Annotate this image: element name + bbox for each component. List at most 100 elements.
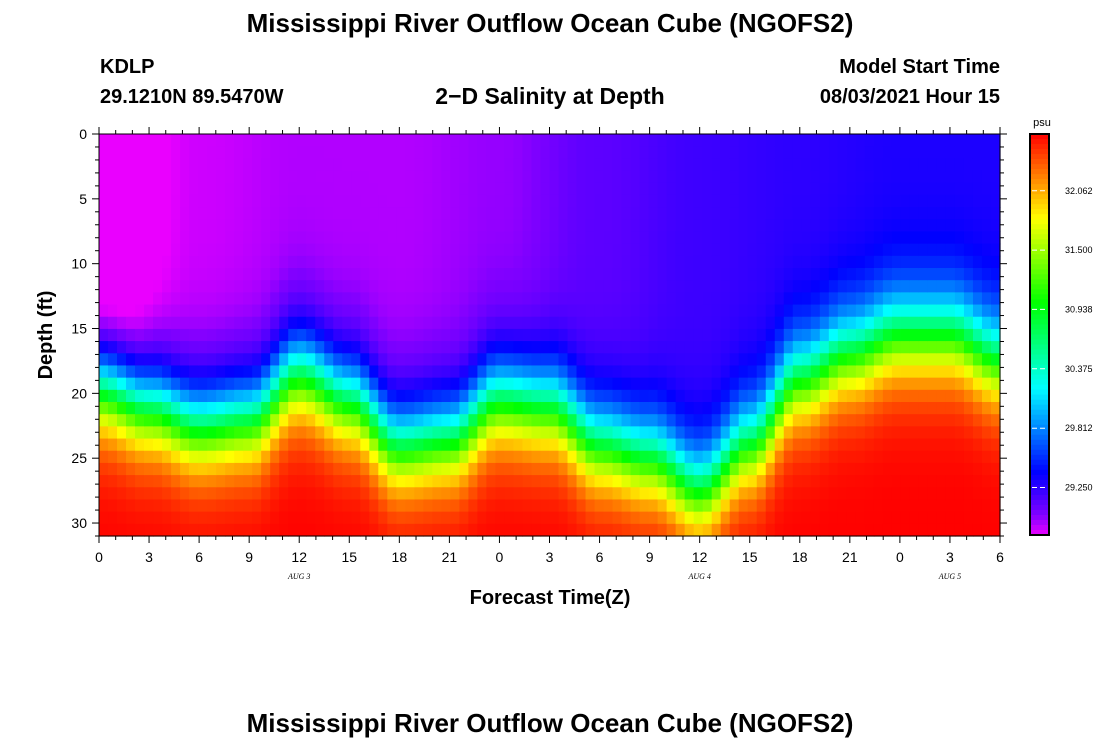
heatmap-cell: [756, 341, 767, 354]
heatmap-cell: [783, 389, 794, 403]
heatmap-cell: [927, 499, 938, 513]
heatmap-cell: [954, 414, 965, 427]
heatmap-cell: [549, 134, 560, 147]
heatmap-cell: [756, 292, 767, 306]
heatmap-cell: [801, 389, 812, 403]
heatmap-cell: [198, 158, 208, 172]
heatmap-cell: [207, 146, 217, 159]
heatmap-cell: [945, 511, 956, 525]
heatmap-cell: [351, 316, 361, 330]
heatmap-cell: [648, 511, 659, 525]
heatmap-cell: [837, 207, 848, 220]
heatmap-cell: [522, 328, 533, 342]
heatmap-cell: [513, 475, 524, 488]
colorbar-swatch: [1030, 514, 1049, 521]
heatmap-cell: [549, 389, 560, 403]
heatmap-cell: [324, 365, 334, 379]
heatmap-cell: [153, 426, 163, 440]
heatmap-cell: [576, 487, 587, 501]
heatmap-cell: [936, 511, 947, 525]
heatmap-cell: [288, 292, 298, 306]
heatmap-cell: [837, 194, 848, 208]
heatmap-cell: [621, 389, 632, 403]
heatmap-cell: [441, 402, 451, 415]
heatmap-cell: [324, 255, 334, 269]
heatmap-cell: [306, 316, 316, 330]
heatmap-cell: [738, 511, 749, 525]
heatmap-cell: [252, 523, 262, 537]
heatmap-cell: [621, 365, 632, 379]
heatmap-cell: [243, 255, 253, 269]
heatmap-cell: [603, 426, 614, 440]
heatmap-cell: [234, 170, 244, 184]
heatmap-cell: [486, 450, 497, 464]
heatmap-cell: [990, 389, 1001, 403]
heatmap-cell: [774, 268, 785, 281]
heatmap-cell: [495, 475, 506, 488]
heatmap-cell: [576, 255, 587, 269]
heatmap-cell: [702, 462, 713, 476]
heatmap-cell: [162, 255, 172, 269]
heatmap-cell: [837, 475, 848, 488]
heatmap-cell: [747, 134, 758, 147]
heatmap-cell: [405, 389, 415, 403]
heatmap-cell: [315, 280, 325, 293]
heatmap-cell: [162, 511, 172, 525]
heatmap-cell: [819, 438, 830, 452]
heatmap-cell: [207, 389, 217, 403]
heatmap-cell: [378, 194, 388, 208]
heatmap-cell: [441, 268, 451, 281]
heatmap-cell: [504, 134, 515, 147]
heatmap-cell: [306, 365, 316, 379]
heatmap-cell: [288, 487, 298, 501]
heatmap-cell: [261, 243, 271, 257]
heatmap-cell: [450, 292, 460, 306]
heatmap-cell: [657, 182, 668, 196]
heatmap-cell: [378, 389, 388, 403]
heatmap-cell: [297, 231, 307, 245]
heatmap-cell: [846, 499, 857, 513]
heatmap-cell: [864, 304, 875, 318]
heatmap-cell: [423, 146, 433, 159]
heatmap-cell: [378, 414, 388, 427]
heatmap-cell: [693, 499, 704, 513]
heatmap-cell: [846, 158, 857, 172]
heatmap-cell: [747, 170, 758, 184]
heatmap-cell: [630, 170, 641, 184]
heatmap-cell: [540, 207, 551, 220]
heatmap-cell: [567, 377, 578, 391]
heatmap-cell: [711, 134, 722, 147]
heatmap-cell: [900, 377, 911, 391]
heatmap-cell: [873, 292, 884, 306]
heatmap-cell: [396, 353, 406, 367]
heatmap-cell: [180, 231, 190, 245]
heatmap-cell: [306, 280, 316, 293]
heatmap-cell: [855, 402, 866, 415]
heatmap-cell: [360, 134, 370, 147]
heatmap-cell: [153, 438, 163, 452]
heatmap-cell: [720, 450, 731, 464]
heatmap-cell: [468, 207, 479, 220]
heatmap-cell: [414, 316, 424, 330]
heatmap-cell: [378, 353, 388, 367]
heatmap-cell: [504, 146, 515, 159]
heatmap-cell: [855, 414, 866, 427]
heatmap-cell: [153, 280, 163, 293]
heatmap-cell: [738, 328, 749, 342]
heatmap-cell: [765, 523, 776, 537]
heatmap-cell: [540, 134, 551, 147]
heatmap-cell: [936, 255, 947, 269]
heatmap-cell: [459, 341, 470, 354]
heatmap-cell: [396, 170, 406, 184]
heatmap-cell: [594, 341, 605, 354]
heatmap-cell: [387, 292, 397, 306]
heatmap-cell: [540, 462, 551, 476]
heatmap-cell: [513, 377, 524, 391]
heatmap-cell: [945, 523, 956, 537]
colorbar-swatch: [1030, 439, 1049, 446]
heatmap-cell: [837, 219, 848, 233]
heatmap-cell: [108, 158, 118, 172]
heatmap-cell: [207, 353, 217, 367]
heatmap-cell: [297, 219, 307, 233]
heatmap-cell: [225, 426, 235, 440]
